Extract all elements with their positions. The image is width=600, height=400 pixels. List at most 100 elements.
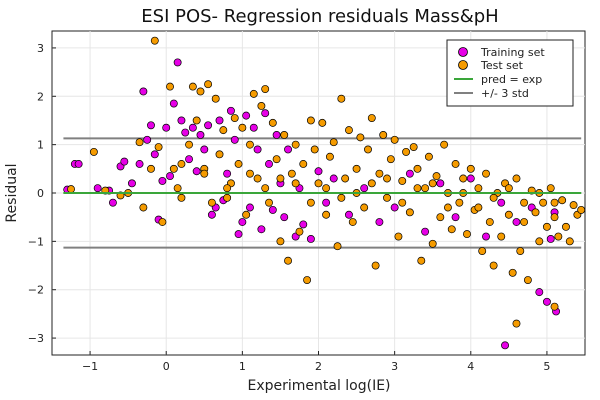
test-point <box>478 247 487 255</box>
test-point <box>246 140 254 149</box>
test-point <box>402 147 411 156</box>
test-point <box>337 94 346 103</box>
test-point <box>322 210 331 219</box>
test-point <box>177 193 186 202</box>
test-point <box>512 319 521 328</box>
training-point <box>314 167 323 176</box>
test-point <box>466 164 475 173</box>
training-point <box>192 167 201 176</box>
training-point <box>226 106 235 115</box>
training-point <box>261 109 270 118</box>
training-point <box>162 123 171 132</box>
training-point <box>185 155 194 164</box>
test-point <box>154 143 163 152</box>
test-point <box>535 237 544 246</box>
test-point <box>390 135 399 144</box>
test-point <box>322 184 331 193</box>
training-point <box>238 218 247 226</box>
training-point <box>173 58 182 67</box>
axis-ticks: −1 0 1 2 3 4 5 −3 −2 −1 0 1 2 3 <box>28 42 551 373</box>
test-point <box>276 174 285 183</box>
legend-marker-training <box>458 47 468 57</box>
test-point <box>485 218 494 226</box>
test-point <box>562 222 570 231</box>
test-point <box>249 89 258 98</box>
test-point <box>383 174 391 183</box>
test-point <box>413 164 422 173</box>
test-point <box>265 198 273 207</box>
training-point <box>234 230 243 239</box>
test-point <box>238 123 247 132</box>
test-point <box>341 174 350 183</box>
test-point <box>550 213 559 222</box>
training-point <box>482 232 490 241</box>
test-point <box>325 152 334 161</box>
y-tick-label: −1 <box>28 235 44 248</box>
x-tick-label: 3 <box>391 360 398 373</box>
training-point <box>546 234 555 243</box>
training-point <box>143 135 152 144</box>
test-point <box>512 174 521 183</box>
training-point <box>127 179 136 188</box>
test-point <box>356 133 365 142</box>
training-point <box>188 123 197 132</box>
training-point <box>421 227 430 236</box>
test-point <box>135 138 144 147</box>
test-point <box>463 230 471 239</box>
test-point <box>550 302 559 311</box>
training-point <box>299 220 308 229</box>
test-point <box>360 203 369 212</box>
training-point <box>166 172 174 181</box>
test-point <box>398 176 407 185</box>
y-tick-label: 3 <box>37 42 44 55</box>
test-point <box>204 80 213 89</box>
x-axis-label: Experimental log(IE) <box>247 378 390 394</box>
test-point <box>287 169 296 178</box>
legend: Training set Test set pred = exp +/- 3 s… <box>446 39 574 107</box>
test-point <box>177 160 186 168</box>
training-point <box>108 198 117 207</box>
test-point <box>520 198 529 207</box>
training-point <box>265 160 273 168</box>
training-point <box>375 218 384 226</box>
training-point <box>158 176 167 185</box>
test-point <box>558 196 567 205</box>
training-point <box>196 131 205 139</box>
test-point <box>569 201 578 210</box>
test-point <box>386 155 395 164</box>
test-point <box>169 164 178 173</box>
test-point <box>89 147 98 156</box>
test-point <box>497 232 506 241</box>
x-tick-label: 0 <box>163 360 170 373</box>
test-point <box>246 169 254 178</box>
y-tick-label: 2 <box>37 90 44 103</box>
x-tick-label: −1 <box>82 360 98 373</box>
test-point <box>428 239 437 248</box>
test-point <box>371 261 380 270</box>
test-point <box>489 193 498 202</box>
test-point <box>272 155 281 164</box>
training-point <box>280 213 289 222</box>
test-point <box>554 232 563 241</box>
training-point <box>246 203 254 212</box>
test-point <box>261 184 270 193</box>
test-point <box>459 174 468 183</box>
test-point <box>383 193 391 202</box>
y-axis-label: Residual <box>4 163 20 222</box>
test-point <box>417 256 426 265</box>
training-point <box>268 205 277 214</box>
test-point <box>516 247 525 255</box>
test-point <box>306 116 315 125</box>
training-point <box>181 128 190 137</box>
x-tick-label: 2 <box>315 360 322 373</box>
test-point <box>173 184 182 193</box>
training-point <box>329 174 338 183</box>
test-point <box>424 152 433 161</box>
test-point <box>436 213 445 222</box>
chart-title: ESI POS- Regression residuals Mass&pH <box>141 6 498 27</box>
test-point <box>261 85 270 93</box>
test-point <box>306 198 315 207</box>
test-point <box>158 218 167 226</box>
training-point <box>215 116 224 125</box>
